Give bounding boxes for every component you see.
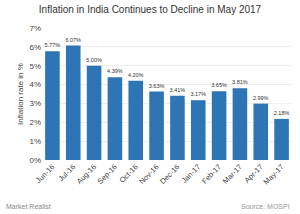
svg-text:Nov-16: Nov-16 [137, 162, 160, 185]
svg-text:3.63%: 3.63% [149, 83, 165, 89]
svg-text:3.81%: 3.81% [232, 79, 248, 85]
svg-text:Mar-17: Mar-17 [221, 162, 244, 185]
svg-text:4.20%: 4.20% [128, 72, 144, 78]
svg-text:2%: 2% [29, 118, 41, 127]
svg-text:Jan-17: Jan-17 [180, 162, 203, 185]
svg-text:Apr-17: Apr-17 [243, 162, 265, 184]
svg-text:0%: 0% [29, 156, 41, 165]
svg-text:4.39%: 4.39% [107, 68, 123, 74]
svg-text:Source: MOSPI: Source: MOSPI [241, 203, 290, 210]
svg-text:6.07%: 6.07% [65, 37, 81, 43]
svg-text:Inflation in India Continues t: Inflation in India Continues to Decline … [39, 4, 262, 15]
svg-text:Jul-16: Jul-16 [57, 162, 78, 183]
svg-text:5.77%: 5.77% [45, 42, 61, 48]
svg-text:May-17: May-17 [262, 162, 286, 186]
svg-text:4%: 4% [29, 80, 41, 89]
svg-text:6%: 6% [29, 43, 41, 52]
svg-text:2.18%: 2.18% [274, 110, 290, 116]
svg-text:Jun-16: Jun-16 [34, 162, 57, 185]
svg-text:3%: 3% [29, 99, 41, 108]
svg-text:3.65%: 3.65% [211, 82, 227, 88]
svg-text:Sep-16: Sep-16 [96, 162, 119, 185]
svg-text:7%: 7% [29, 24, 41, 33]
svg-text:2.99%: 2.99% [253, 95, 269, 101]
svg-text:Dec-16: Dec-16 [158, 162, 181, 185]
svg-text:Feb-17: Feb-17 [200, 162, 223, 185]
svg-text:Market Realist: Market Realist [6, 203, 51, 210]
svg-text:Inflation rate in %: Inflation rate in % [16, 63, 25, 125]
svg-text:1%: 1% [29, 137, 41, 146]
svg-text:3.17%: 3.17% [190, 91, 206, 97]
svg-text:5.00%: 5.00% [86, 57, 102, 63]
svg-text:5%: 5% [29, 62, 41, 71]
svg-text:Oct-16: Oct-16 [118, 162, 140, 184]
svg-text:Aug-16: Aug-16 [75, 162, 98, 185]
svg-text:3.41%: 3.41% [170, 87, 186, 93]
